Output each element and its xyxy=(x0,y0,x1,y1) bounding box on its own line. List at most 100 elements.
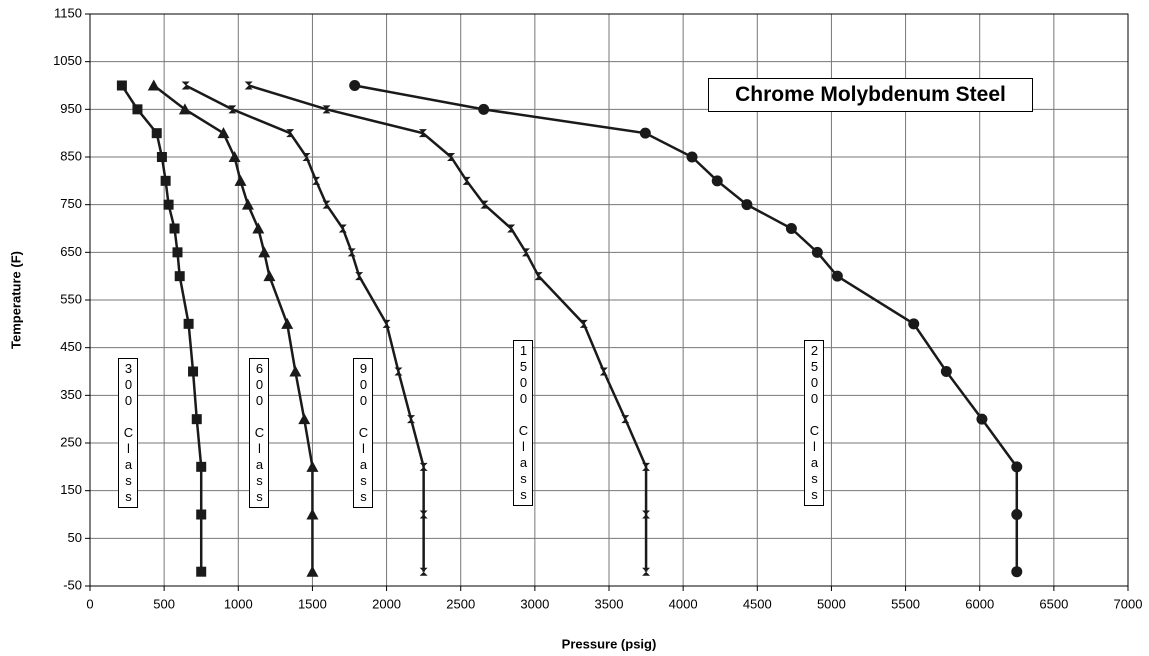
point xyxy=(347,248,356,257)
point xyxy=(181,81,190,90)
point xyxy=(407,415,416,424)
point xyxy=(116,80,127,91)
point xyxy=(306,565,319,577)
point xyxy=(196,461,207,472)
y-tick-label: 450 xyxy=(60,339,82,354)
x-tick-label: 2000 xyxy=(372,596,401,611)
series-label: 900 Class xyxy=(353,358,373,508)
point xyxy=(521,248,530,257)
point xyxy=(178,103,191,115)
point xyxy=(188,366,199,377)
point xyxy=(258,246,271,258)
point xyxy=(418,129,427,138)
series-label: 1500 Class xyxy=(513,340,533,506)
point xyxy=(642,510,651,519)
point xyxy=(686,151,698,163)
point xyxy=(217,127,230,139)
point xyxy=(480,200,489,209)
plot-frame xyxy=(89,13,1129,587)
point xyxy=(241,198,254,210)
x-tick-label: 2500 xyxy=(446,596,475,611)
x-tick-label: 5500 xyxy=(891,596,920,611)
point xyxy=(1011,566,1023,578)
point xyxy=(156,152,167,162)
point xyxy=(234,174,247,186)
x-tick-label: 4000 xyxy=(669,596,698,611)
point xyxy=(196,509,207,520)
point xyxy=(289,365,302,377)
point xyxy=(642,567,651,576)
point xyxy=(306,508,319,520)
y-tick-label: 250 xyxy=(60,434,82,449)
x-tick-label: 4500 xyxy=(743,596,772,611)
point xyxy=(228,151,241,162)
y-tick-label: 50 xyxy=(68,530,82,545)
point xyxy=(741,199,753,211)
y-tick-label: -50 xyxy=(63,577,82,592)
x-tick-label: 500 xyxy=(153,596,175,611)
x-tick-label: 7000 xyxy=(1114,596,1143,611)
point xyxy=(151,128,162,139)
x-tick-label: 6500 xyxy=(1039,596,1068,611)
point xyxy=(196,566,207,577)
point xyxy=(244,81,253,90)
point xyxy=(172,247,183,258)
series-label: 2500 Class xyxy=(804,340,824,506)
point xyxy=(228,105,237,114)
y-tick-label: 650 xyxy=(60,244,82,259)
point xyxy=(831,270,843,282)
point xyxy=(599,367,608,376)
point xyxy=(1011,509,1023,520)
point xyxy=(534,272,543,281)
point xyxy=(147,79,160,91)
point xyxy=(286,129,295,138)
y-tick-label: 550 xyxy=(60,291,82,306)
point xyxy=(711,175,723,187)
point xyxy=(507,224,516,233)
point xyxy=(419,510,428,519)
point xyxy=(169,223,180,234)
point xyxy=(621,415,630,424)
point xyxy=(642,462,651,471)
y-tick-label: 150 xyxy=(60,482,82,497)
point xyxy=(908,318,920,330)
point xyxy=(462,176,471,185)
point xyxy=(132,104,143,115)
x-tick-label: 3500 xyxy=(595,596,624,611)
point xyxy=(298,413,311,425)
point xyxy=(447,153,456,161)
point xyxy=(579,319,588,328)
x-tick-label: 5000 xyxy=(817,596,846,611)
point xyxy=(306,460,319,472)
point xyxy=(174,271,185,282)
point xyxy=(976,413,988,425)
x-axis-title: Pressure (psig) xyxy=(562,636,657,651)
y-tick-label: 1050 xyxy=(53,53,82,68)
point xyxy=(785,223,797,234)
x-tick-label: 1500 xyxy=(298,596,327,611)
y-tick-label: 1150 xyxy=(54,5,82,20)
point xyxy=(355,272,364,281)
point xyxy=(382,319,391,328)
y-axis-title: Temperature (F) xyxy=(8,251,23,349)
series-label: 300 Class xyxy=(118,358,138,508)
point xyxy=(160,175,171,186)
point xyxy=(302,153,311,161)
point xyxy=(322,105,331,114)
point xyxy=(163,199,174,210)
point xyxy=(281,317,294,329)
y-tick-label: 750 xyxy=(60,196,82,211)
point xyxy=(478,103,490,115)
x-tick-label: 1000 xyxy=(224,596,253,611)
x-tick-label: 0 xyxy=(86,596,93,611)
point xyxy=(349,80,361,91)
y-tick-label: 950 xyxy=(60,101,82,116)
point xyxy=(1011,461,1023,473)
point xyxy=(940,366,952,377)
point xyxy=(419,462,428,471)
point xyxy=(811,246,823,258)
point xyxy=(322,200,331,209)
point xyxy=(419,567,428,576)
series-label: 600 Class xyxy=(249,358,269,508)
